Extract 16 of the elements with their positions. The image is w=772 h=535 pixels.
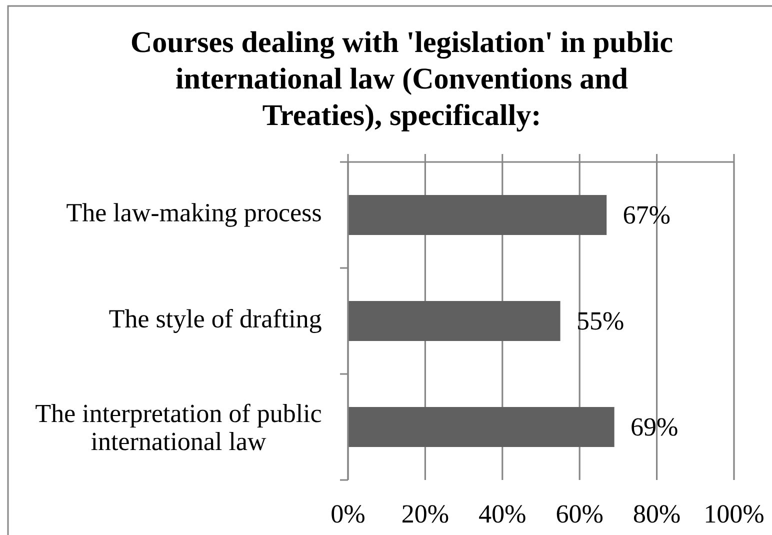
bar bbox=[348, 194, 607, 235]
bar bbox=[348, 300, 560, 341]
x-tick-label: 60% bbox=[556, 505, 603, 523]
x-tick-label: 80% bbox=[634, 505, 680, 523]
chart-title: Courses dealing with 'legislation' in public international law (Conventions and Treaties), specifically: bbox=[132, 31, 672, 132]
bar bbox=[348, 406, 614, 447]
x-tick-label: 0% bbox=[332, 505, 364, 523]
y-tick-label: The law-making process bbox=[66, 203, 321, 227]
data-label: 69% bbox=[632, 418, 678, 436]
y-tick-label: The style of drafting bbox=[109, 309, 322, 333]
data-label: 67% bbox=[624, 206, 670, 224]
x-tick-label: 100% bbox=[706, 505, 764, 523]
data-label: 55% bbox=[578, 312, 624, 330]
x-tick-label: 20% bbox=[402, 505, 448, 523]
x-tick-label: 40% bbox=[479, 505, 526, 523]
y-tick-label: The interpretation of public international law bbox=[36, 404, 322, 450]
